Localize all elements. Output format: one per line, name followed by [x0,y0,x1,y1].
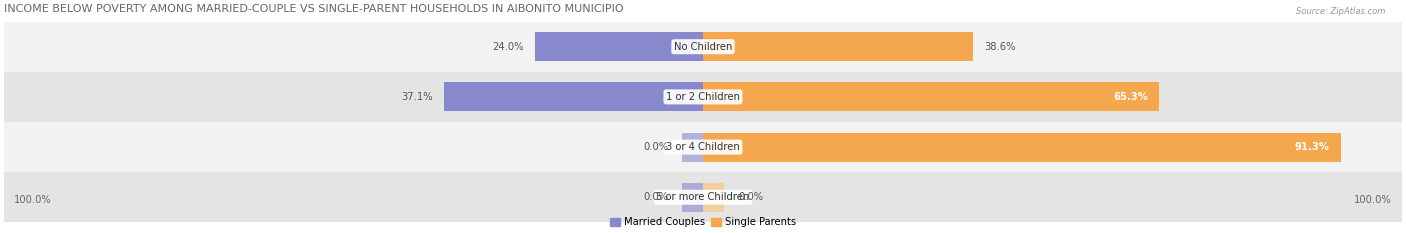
Text: 1 or 2 Children: 1 or 2 Children [666,92,740,102]
Text: 24.0%: 24.0% [492,42,524,52]
Text: No Children: No Children [673,42,733,52]
Text: 37.1%: 37.1% [401,92,433,102]
Bar [536,32,703,61]
Text: 100.0%: 100.0% [14,195,52,205]
Text: 91.3%: 91.3% [1295,142,1330,152]
Bar [4,72,1402,122]
Text: Source: ZipAtlas.com: Source: ZipAtlas.com [1295,7,1385,16]
Text: 100.0%: 100.0% [1354,195,1392,205]
Text: 0.0%: 0.0% [643,142,668,152]
Bar [4,122,1402,172]
Text: 0.0%: 0.0% [738,192,763,202]
Text: 3 or 4 Children: 3 or 4 Children [666,142,740,152]
Text: 5 or more Children: 5 or more Children [657,192,749,202]
Bar [703,183,724,212]
Bar [703,32,973,61]
Text: 0.0%: 0.0% [643,192,668,202]
Bar [444,82,703,111]
Bar [4,22,1402,72]
Bar [703,133,1341,162]
Bar [703,82,1160,111]
Text: INCOME BELOW POVERTY AMONG MARRIED-COUPLE VS SINGLE-PARENT HOUSEHOLDS IN AIBONIT: INCOME BELOW POVERTY AMONG MARRIED-COUPL… [4,4,624,14]
Legend: Married Couples, Single Parents: Married Couples, Single Parents [607,214,799,230]
Text: 38.6%: 38.6% [984,42,1015,52]
Bar [682,133,703,162]
Bar [4,172,1402,222]
Bar [682,183,703,212]
Text: 65.3%: 65.3% [1114,92,1149,102]
